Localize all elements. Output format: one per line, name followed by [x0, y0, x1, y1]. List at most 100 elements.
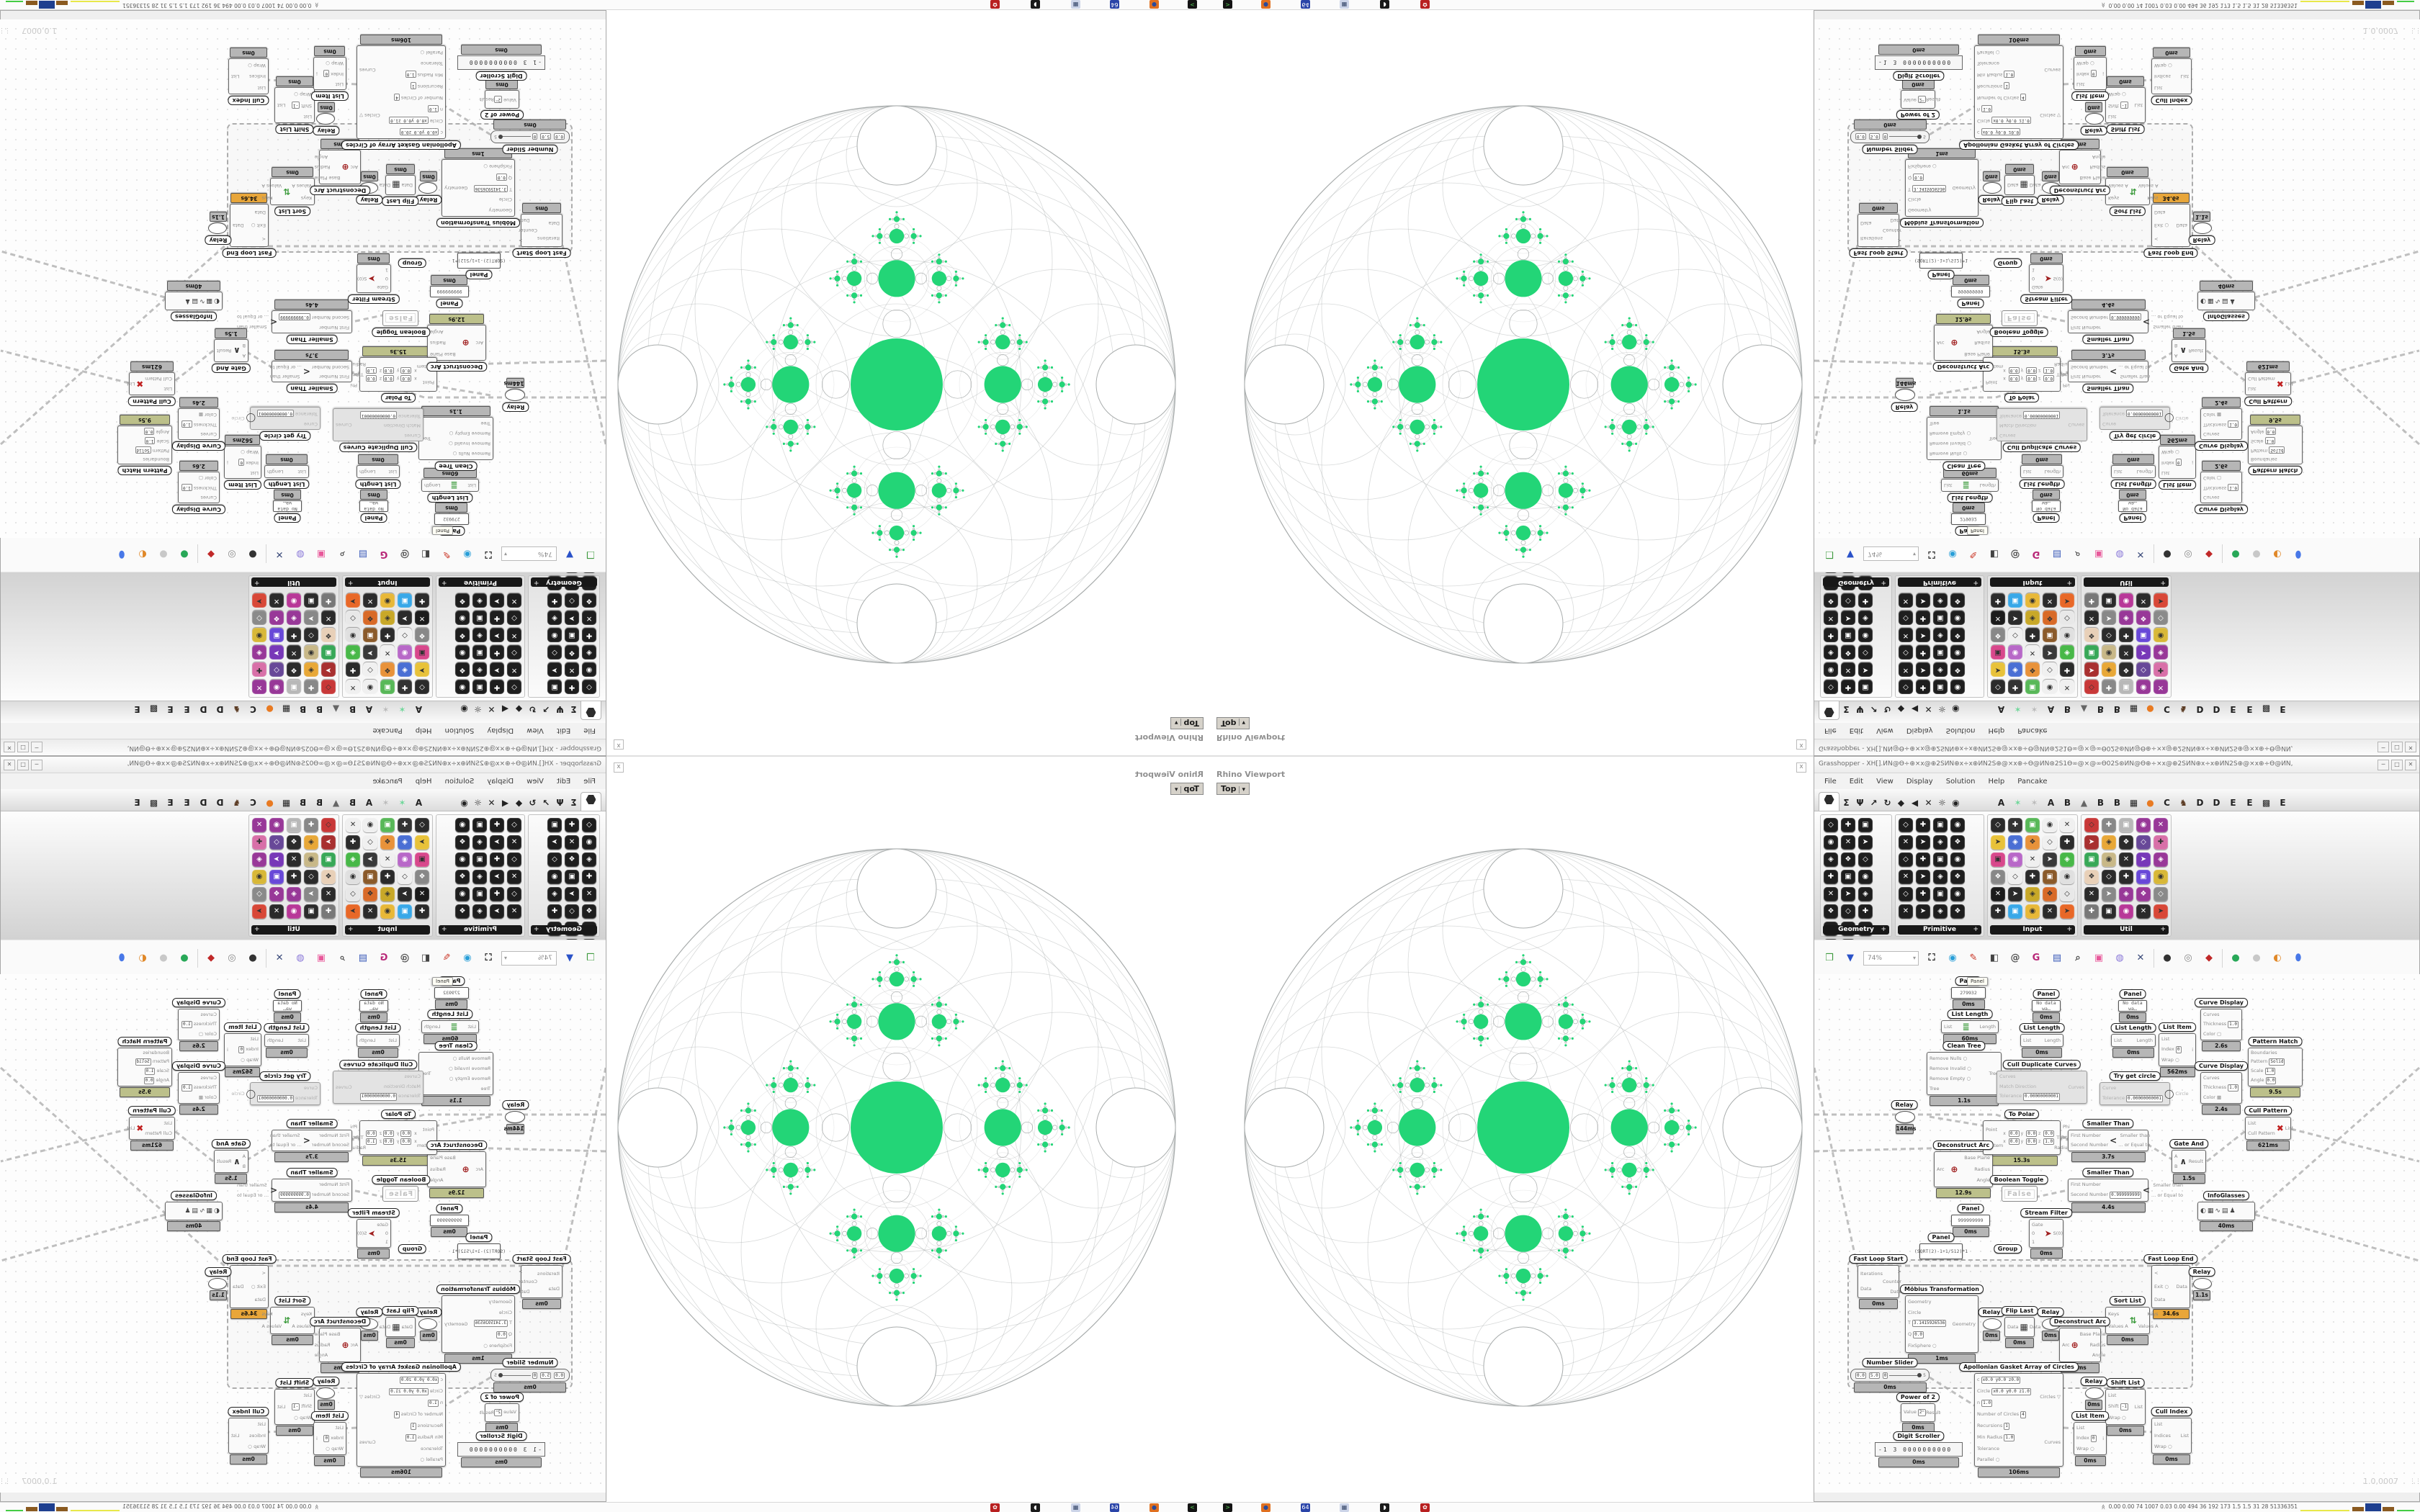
component-icon[interactable]: ◉ [398, 852, 412, 867]
component-icon[interactable]: ✚ [1991, 904, 2005, 919]
gh-node-infoglasses[interactable]: InfoGlasses ◐ ▦ ∿ ▤ ♟ 40ms [165, 1191, 223, 1231]
component-icon[interactable]: ◈ [1933, 870, 1948, 884]
component-icon[interactable]: ◇ [346, 887, 360, 901]
component-body[interactable]: Point System x 0.0 y 0.0 z 0.0 x 0.0 y 0.0 z 1.0 Phi Th… [350, 1120, 437, 1155]
gh-node-panel[interactable]: Panel No data wa… 0ms [2118, 989, 2147, 1022]
gh-node-relay[interactable]: Relay 1.1s [205, 212, 232, 245]
value-box[interactable]: 0.00000000001 [2126, 410, 2163, 418]
component-icon[interactable]: ▣ [1991, 645, 2005, 660]
component-icon[interactable]: ✕ [2043, 904, 2057, 919]
toolbar-icon-12[interactable]: ◍ [2115, 953, 2124, 963]
ribbon-group-label[interactable]: Input + [345, 925, 430, 935]
component-icon[interactable]: ✕ [2154, 680, 2168, 694]
component-tab-27[interactable]: E [2280, 798, 2286, 808]
component-icon[interactable]: ✚ [346, 835, 360, 850]
component-icon[interactable]: ◉ [2025, 904, 2040, 919]
component-icon[interactable]: ◉ [304, 852, 318, 867]
component-body[interactable]: List Indices Wrap ○ List [2151, 58, 2192, 94]
viewport-close-button[interactable]: x [614, 739, 624, 750]
node-canvas[interactable]: Panel 1.0,0007 ⋮⋮ Panel2799320msList Len… [0, 974, 606, 1493]
component-icon[interactable]: ❖ [1950, 593, 1965, 608]
component-icon[interactable]: ➤ [1916, 593, 1930, 608]
value-box[interactable]: -1 [291, 101, 300, 109]
component-tab-21[interactable]: ♞ [233, 798, 241, 808]
group-expand-icon[interactable]: + [254, 579, 260, 586]
component-icon[interactable]: ✚ [1916, 818, 1930, 832]
component-tab-8[interactable]: ☼ [474, 704, 482, 714]
component-body[interactable]: Remove Nulls ○ Remove Invalid ○ Remove Emp… [418, 417, 493, 460]
component-icon[interactable]: ◉ [2060, 870, 2074, 884]
component-body[interactable]: List Length [2111, 1034, 2156, 1047]
menu-item-pancake[interactable]: Pancake [2017, 777, 2048, 786]
toolbar-icon-5[interactable]: ✎ [1969, 549, 1978, 559]
value-box[interactable]: 0 [1882, 133, 1888, 140]
component-icon[interactable]: ➤ [1841, 611, 1855, 625]
ribbon-group-label[interactable]: Geometry + [531, 577, 597, 587]
component-icon[interactable]: ❖ [363, 887, 377, 901]
component-icon[interactable]: ✕ [2119, 852, 2133, 867]
value-box[interactable]: 0.0 [2265, 1076, 2277, 1084]
component-icon[interactable]: ◉ [269, 680, 284, 694]
component-tab-17[interactable]: B [2113, 798, 2121, 808]
component-icon[interactable]: ▣ [1933, 645, 1948, 660]
component-icon[interactable]: ◇ [1824, 680, 1838, 694]
component-icon[interactable]: ◈ [252, 852, 266, 867]
component-icon[interactable]: ◉ [269, 818, 284, 832]
component-icon[interactable]: ✚ [1858, 593, 1873, 608]
component-icon[interactable]: ◇ [2060, 611, 2074, 625]
gh-node-list-length[interactable]: List Length List ≣ Length 60ms [421, 468, 479, 503]
component-tab-1[interactable]: Σ [570, 798, 577, 808]
component-icon[interactable]: ◉ [2154, 628, 2168, 642]
taskbar-icon-floppy-64[interactable]: 64 [1301, 1503, 1310, 1512]
toolbar-icon-11[interactable]: ▣ [2094, 953, 2104, 963]
component-icon[interactable]: ✚ [547, 593, 562, 608]
component-icon[interactable]: ✕ [2060, 680, 2074, 694]
component-icon[interactable]: ◇ [398, 870, 412, 884]
component-tab-22[interactable]: D [216, 704, 224, 714]
component-icon[interactable]: ➤ [1916, 870, 1930, 884]
toolbar-icon-15[interactable]: ● [2163, 549, 2172, 559]
gh-node-relay[interactable]: Relay 0ms [2080, 102, 2107, 135]
viewport-tab-top[interactable]: Top▾ [1216, 717, 1250, 729]
viewport-tab-top[interactable]: Top▾ [1170, 783, 1204, 795]
value-box[interactable]: x0.0 y0.0 z1.0 [1991, 116, 2031, 124]
component-icon[interactable]: ◉ [2025, 593, 2040, 608]
group-expand-icon[interactable]: + [2066, 926, 2072, 933]
gh-node-number-slider[interactable]: Number Slider 0.0 5.0 0 5 0ms [1850, 120, 1930, 154]
component-tab-13[interactable]: A [365, 798, 373, 808]
component-icon[interactable]: ◈ [2102, 662, 2116, 677]
component-icon[interactable]: ✚ [304, 680, 318, 694]
gh-node-digit-scroller[interactable]: Digit Scroller -1 3 0000000000 0ms [1875, 45, 1963, 81]
component-tab-27[interactable]: E [2280, 704, 2286, 714]
component-icon[interactable]: ✚ [321, 593, 336, 608]
component-icon[interactable]: ❖ [1950, 835, 1965, 850]
component-icon[interactable]: ✚ [490, 818, 504, 832]
group-expand-icon[interactable]: + [1881, 926, 1886, 933]
taskbar-icon-floppy-64[interactable]: 64 [1110, 0, 1119, 9]
component-tab-15[interactable]: ▲ [2080, 704, 2088, 714]
component-icon[interactable]: ▣ [472, 680, 487, 694]
maximize-button[interactable]: □ [2391, 760, 2403, 770]
taskbar-icon-gear-red[interactable]: ✿ [1420, 0, 1430, 9]
value-box[interactable]: 0.999999999 [279, 1191, 310, 1199]
component-icon[interactable]: ✚ [2084, 904, 2099, 919]
component-tab-13[interactable]: A [365, 704, 373, 714]
component-icon[interactable]: ➤ [2043, 645, 2057, 660]
taskbar-icon-terminal[interactable]: > [1223, 0, 1232, 9]
component-icon[interactable]: ◈ [472, 835, 487, 850]
component-icon[interactable]: ✕ [415, 887, 429, 901]
component-body[interactable]: List Length [357, 1034, 400, 1047]
component-icon[interactable]: ▣ [363, 870, 377, 884]
toolbar-icon-9[interactable]: ▤ [2052, 549, 2062, 559]
component-icon[interactable]: ◈ [1933, 628, 1948, 642]
component-icon[interactable]: ❖ [287, 662, 301, 677]
